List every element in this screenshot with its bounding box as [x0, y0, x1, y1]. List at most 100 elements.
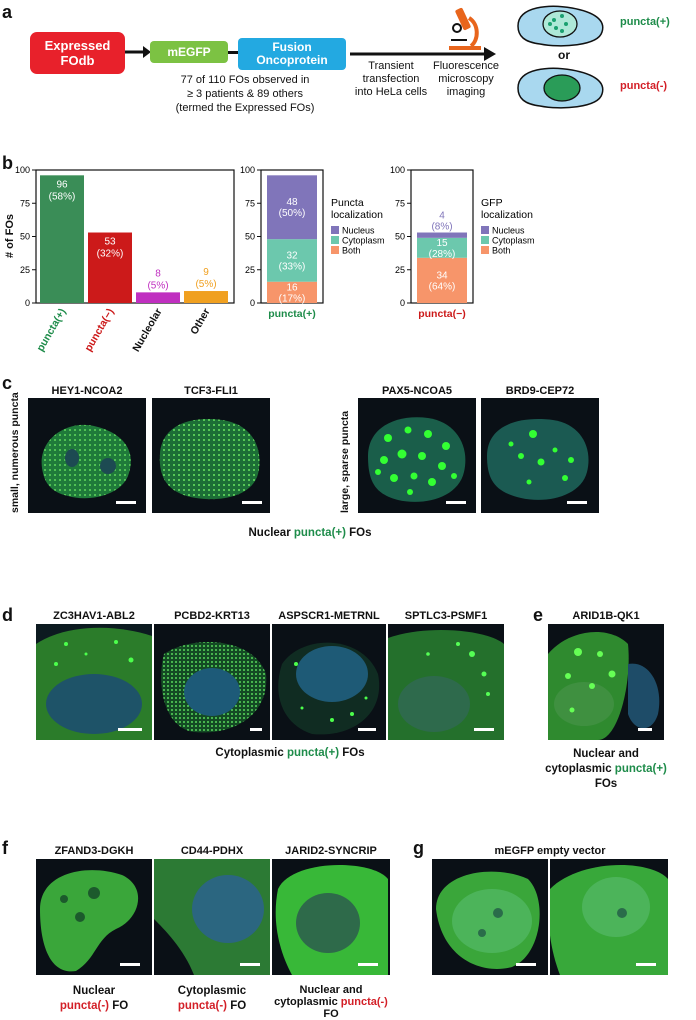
segment-count-label: 15 [436, 238, 448, 249]
scale-bar [250, 728, 262, 731]
image-jarid2-syncrip [272, 859, 390, 975]
caption-c-part2: puncta(+) [293, 527, 346, 539]
title-zc3hav1-abl2: ZC3HAV1-ABL2 [53, 610, 135, 622]
bar-puncta(+) [40, 175, 84, 303]
segment-count-label: 4 [439, 211, 445, 222]
caption-d-part1: Cytoplasmic [215, 747, 287, 759]
legend-entry: Nucleus [342, 226, 375, 236]
x-tick-label: Nucleolar [130, 307, 164, 354]
expressed-fodb-label: Expressed FOdb [44, 38, 111, 68]
title-arid1b-qk1: ARID1B-QK1 [572, 610, 640, 622]
legend-entry: Both [342, 246, 361, 256]
legend-entry: Cytoplasm [492, 236, 535, 246]
caption-f3-line2a: cytoplasmic [274, 996, 341, 1008]
panel-c-label: c [2, 373, 13, 393]
title-brd9-cep72: BRD9-CEP72 [505, 385, 575, 397]
link-line [228, 51, 238, 54]
caption-e-line3: FOs [594, 778, 618, 790]
caption-e-line2b: puncta(+) [614, 763, 667, 775]
caption-f3-line1: Nuclear and [299, 984, 363, 996]
scale-bar [446, 501, 466, 504]
image-zc3hav1-abl2 [36, 624, 152, 740]
transfection-line3: into HeLa cells [354, 86, 428, 98]
legend-swatch [331, 236, 339, 244]
y-tick-label: 0 [400, 298, 405, 308]
legend-entry: Nucleus [492, 226, 525, 236]
fo-note-line3: (termed the Expressed FOs) [175, 102, 315, 114]
y-tick-label: 100 [390, 165, 405, 175]
stack-segment-cytoplasm [417, 237, 467, 258]
stack-segment-both [417, 257, 467, 303]
expressed-fodb-box: Expressed FOdb [30, 32, 125, 74]
bar-puncta(−) [88, 232, 132, 303]
bar-chart-puncta-negative: 0 25 50 75 100 34(64%) 15(28%) 4(8%) puncta(−) GF… [390, 165, 535, 320]
bar-Nucleolar [136, 292, 180, 303]
image-arid1b-qk1 [548, 624, 664, 740]
microscope-icon [449, 7, 481, 50]
transfection-step: Transient transfection into HeLa cells [350, 60, 432, 99]
y-tick-label: 100 [240, 165, 255, 175]
legend-entry: Cytoplasm [342, 236, 385, 246]
puncta-negative-cell-icon [517, 67, 604, 109]
image-pax5-ncoa5 [358, 398, 476, 513]
scale-bar [474, 728, 494, 731]
bar-chart-categories: 0 25 50 75 100 96(58%) puncta(+) 53(32%) puncta(… [15, 165, 235, 354]
scale-bar [120, 963, 140, 966]
caption-d-part3: FOs [339, 747, 365, 759]
legend-title-line1: GFP [481, 197, 503, 209]
segment-count-label: 34 [436, 270, 448, 281]
megfp-label: mEGFP [167, 45, 211, 59]
caption-cytoplasmic-puncta: Cytoplasmic puncta(+) FOs [140, 747, 440, 759]
scale-bar [358, 728, 376, 731]
segment-percent-label: (50%) [279, 208, 306, 219]
fusion-oncoprotein-box: Fusion Oncoprotein [238, 38, 346, 70]
segment-percent-label: (28%) [429, 249, 456, 260]
legend-title-line2: localization [481, 209, 533, 221]
segment-percent-label: (17%) [279, 293, 306, 304]
imaging-line2: microscopy [438, 73, 494, 85]
panel-a-label: a [2, 2, 13, 22]
caption-nuclear-cytoplasmic-puncta: Nuclear and cytoplasmic puncta(+) FOs [530, 747, 682, 792]
caption-e-line2a: cytoplasmic [545, 763, 615, 775]
legend-swatch [481, 226, 489, 234]
title-cd44-pdhx: CD44-PDHX [180, 845, 244, 857]
scale-bar [358, 963, 378, 966]
image-zfand3-dgkh [36, 859, 152, 975]
transfection-line2: transfection [362, 73, 420, 85]
title-pax5-ncoa5: PAX5-NCOA5 [381, 385, 453, 397]
stack-segment-cytoplasm [267, 239, 317, 282]
panel-b-label: b [2, 153, 13, 173]
legend-title-line1: Puncta [331, 197, 364, 209]
image-sptlc3-psmf1 [388, 624, 504, 740]
y-tick-label: 75 [245, 198, 255, 208]
y-tick-label: 0 [250, 298, 255, 308]
legend-title-line2: localization [331, 209, 383, 221]
scale-bar [567, 501, 587, 504]
segment-count-label: 16 [286, 282, 298, 293]
caption-f3-line3: FO [323, 1008, 339, 1020]
scale-bar [242, 501, 262, 504]
arrow-1 [125, 46, 151, 58]
bar-chart-puncta-positive: 0 25 50 75 100 16(17%) 32(33%) 48(50%) puncta(+)… [240, 165, 385, 320]
caption-f3-line2b: puncta(-) [340, 996, 388, 1008]
segment-count-label: 48 [286, 197, 298, 208]
scale-bar [118, 728, 142, 731]
scale-bar [636, 963, 656, 966]
legend-swatch [481, 236, 489, 244]
stack-segment-both [267, 281, 317, 303]
y-tick-label: 100 [15, 165, 30, 175]
bar-count-label: 96 [56, 179, 68, 190]
y-tick-label: 75 [20, 198, 30, 208]
image-pcbd2-krt13 [154, 624, 270, 740]
bar-percent-label: (32%) [97, 249, 124, 260]
title-sptlc3-psmf1: SPTLC3-PSMF1 [404, 610, 488, 622]
y-tick-label: 25 [245, 265, 255, 275]
caption-f1-line2b: FO [109, 1000, 129, 1012]
x-tick-label: puncta(+) [268, 308, 316, 320]
panel-g-label: g [413, 838, 424, 858]
caption-f1: Nuclear puncta(-) FO [36, 984, 152, 1014]
stack-segment-nucleus [417, 232, 467, 238]
y-tick-label: 25 [20, 265, 30, 275]
segment-count-label: 32 [286, 250, 298, 261]
title-tcf3-fli1: TCF3-FLI1 [184, 385, 238, 397]
